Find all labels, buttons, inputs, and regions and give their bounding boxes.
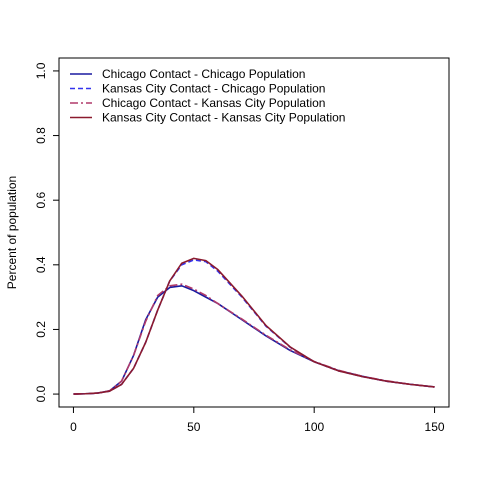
y-tick-label: 0.8 [34, 127, 48, 144]
legend: Chicago Contact - Chicago PopulationKans… [70, 67, 345, 125]
y-tick-label: 0.2 [34, 321, 48, 338]
y-tick-label: 0.4 [34, 256, 48, 273]
series-line-4 [73, 257, 435, 395]
series-layer [73, 257, 435, 395]
legend-label: Chicago Contact - Chicago Population [102, 67, 305, 81]
x-tick-label: 150 [425, 420, 445, 434]
x-axis: 0 50 100 150 [70, 406, 445, 434]
legend-label: Kansas City Contact - Kansas City Popula… [102, 111, 345, 125]
y-tick-label: 0.0 [34, 385, 48, 402]
y-tick-label: 1.0 [34, 62, 48, 79]
x-tick-label: 100 [304, 420, 324, 434]
y-axis-title: Percent of population [5, 176, 19, 289]
y-axis: 0.0 0.2 0.4 0.6 0.8 1.0 [34, 62, 60, 402]
x-tick-label: 0 [70, 420, 77, 434]
x-tick-label: 50 [187, 420, 201, 434]
legend-label: Chicago Contact - Kansas City Population [102, 96, 325, 110]
legend-label: Kansas City Contact - Chicago Population [102, 82, 325, 96]
y-tick-label: 0.6 [34, 192, 48, 209]
